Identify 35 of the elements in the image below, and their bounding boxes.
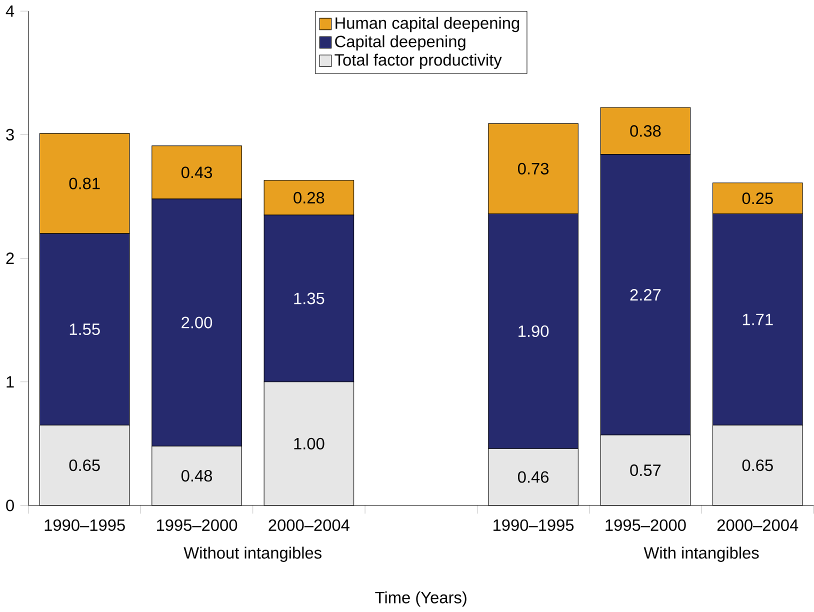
text: Without intangibles [184, 546, 322, 562]
y-tick-label: 3 [6, 128, 14, 140]
y-tick-label: 1 [6, 376, 14, 388]
legend-label: Human capital deepening [336, 16, 520, 32]
data-label: 0.57 [630, 464, 661, 476]
legend-label: Capital deepening [335, 35, 466, 51]
text: With intangibles [644, 546, 759, 562]
x-tick-label: 1990–1995 [494, 519, 574, 531]
data-label: 0.81 [69, 178, 100, 190]
data-label: 1.35 [294, 292, 324, 304]
x-tick-label: 2000–2004 [268, 519, 350, 531]
x-tick-label: 1990–1995 [44, 519, 125, 531]
data-label: 0.48 [181, 470, 212, 482]
data-label: 2.00 [182, 316, 212, 328]
legend-label: Total factor productivity [334, 54, 502, 69]
data-label: 0.43 [181, 166, 212, 178]
data-label: 0.65 [742, 459, 773, 472]
data-label: 1.90 [518, 325, 549, 337]
data-label: 2.27 [630, 288, 661, 300]
data-label: 0.28 [294, 192, 324, 204]
x-axis-title: Time (Years) [375, 591, 466, 607]
data-label: 0.25 [742, 192, 773, 204]
y-tick-label: 2 [6, 252, 14, 264]
data-label: 0.38 [630, 125, 661, 137]
data-label: 0.73 [518, 162, 549, 174]
x-tick-label: 1995–2000 [606, 519, 686, 531]
data-label: 1.71 [742, 314, 773, 326]
data-label: 1.55 [70, 324, 100, 336]
x-tick-label: 2000–2004 [717, 519, 798, 531]
data-label: 0.46 [518, 471, 549, 483]
x-tick-label: 1995–2000 [157, 519, 238, 531]
y-tick-label: 4 [6, 5, 14, 17]
y-tick-label: 0 [6, 500, 14, 512]
data-label: 1.00 [294, 438, 324, 450]
data-label: 0.65 [69, 459, 100, 472]
